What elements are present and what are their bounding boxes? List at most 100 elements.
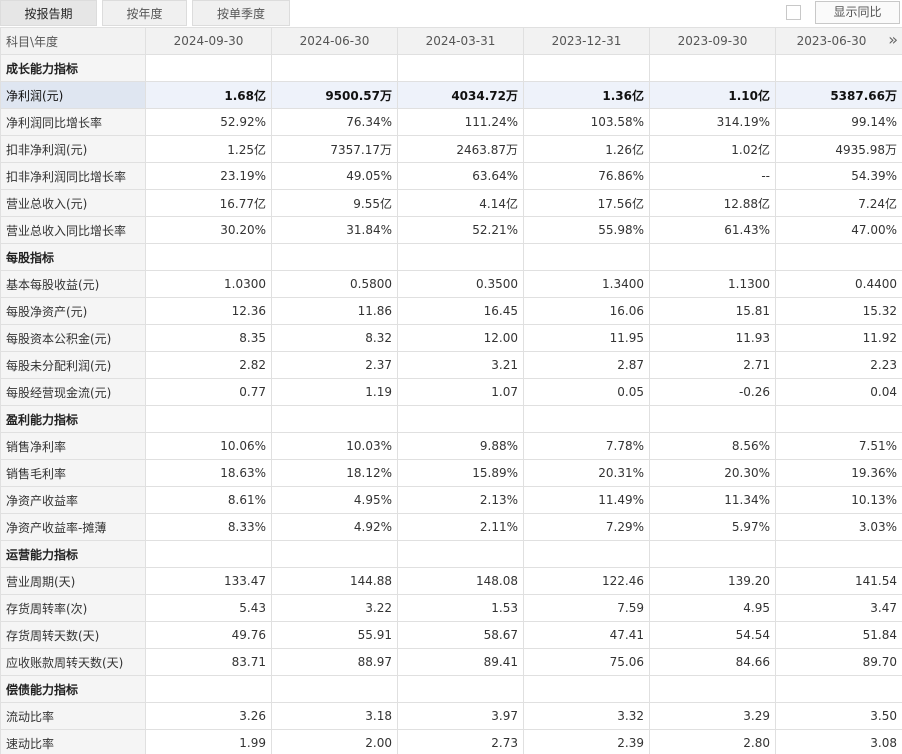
value-cell: 84.66 <box>649 648 776 676</box>
value-cell <box>271 243 398 271</box>
value-cell: 7.51% <box>775 432 902 460</box>
value-cell <box>271 54 398 82</box>
value-cell: 16.45 <box>397 297 524 325</box>
value-cell <box>271 540 398 568</box>
value-cell: 15.32 <box>775 297 902 325</box>
value-cell <box>775 405 902 433</box>
value-cell: 4.95% <box>271 486 398 514</box>
double-chevron-right-icon[interactable]: » <box>888 30 898 49</box>
value-cell: 141.54 <box>775 567 902 595</box>
value-cell: 2.71 <box>649 351 776 379</box>
row-label: 每股经营现金流(元) <box>0 378 146 406</box>
value-cell: 2.80 <box>649 729 776 754</box>
table-row: 扣非净利润同比增长率 23.19% 49.05% 63.64% 76.86% -- 54.3… <box>0 162 902 190</box>
value-cell: 148.08 <box>397 567 524 595</box>
value-cell: 3.50 <box>775 702 902 730</box>
value-cell: 20.31% <box>523 459 650 487</box>
row-label: 扣非净利润(元) <box>0 135 146 163</box>
value-cell <box>649 675 776 703</box>
value-cell: 3.32 <box>523 702 650 730</box>
value-cell <box>397 243 524 271</box>
header-date: 2024-03-31 <box>397 27 524 55</box>
section-row: 每股指标 <box>0 243 902 271</box>
section-label: 每股指标 <box>0 243 146 271</box>
tab-by-year[interactable]: 按年度 <box>102 0 187 26</box>
value-cell: -- <box>649 162 776 190</box>
tab-by-report-period[interactable]: 按报告期 <box>0 0 97 26</box>
row-label: 基本每股收益(元) <box>0 270 146 298</box>
value-cell: 49.05% <box>271 162 398 190</box>
value-cell: 51.84 <box>775 621 902 649</box>
value-cell: 1.3400 <box>523 270 650 298</box>
value-cell: 2.87 <box>523 351 650 379</box>
value-cell <box>649 54 776 82</box>
section-row: 运营能力指标 <box>0 540 902 568</box>
value-cell <box>775 540 902 568</box>
row-label: 销售净利率 <box>0 432 146 460</box>
value-cell: 4.14亿 <box>397 189 524 217</box>
value-cell: 1.19 <box>271 378 398 406</box>
value-cell: 47.41 <box>523 621 650 649</box>
value-cell: 314.19% <box>649 108 776 136</box>
value-cell: 11.49% <box>523 486 650 514</box>
table-row: 营业总收入(元) 16.77亿 9.55亿 4.14亿 17.56亿 12.88亿 7.24… <box>0 189 902 217</box>
value-cell <box>649 540 776 568</box>
section-label: 盈利能力指标 <box>0 405 146 433</box>
section-row: 成长能力指标 <box>0 54 902 82</box>
value-cell: 11.34% <box>649 486 776 514</box>
value-cell <box>523 540 650 568</box>
value-cell: 2.11% <box>397 513 524 541</box>
value-cell: 3.08 <box>775 729 902 754</box>
row-label: 净利润(元) <box>0 81 146 109</box>
value-cell <box>775 675 902 703</box>
table-row: 净资产收益率 8.61% 4.95% 2.13% 11.49% 11.34% 10.13% <box>0 486 902 514</box>
financial-indicators-table: 科目\年度 2024-09-30 2024-06-30 2024-03-31 2… <box>0 27 902 754</box>
section-row: 盈利能力指标 <box>0 405 902 433</box>
value-cell: 2.23 <box>775 351 902 379</box>
value-cell: 11.93 <box>649 324 776 352</box>
value-cell: 111.24% <box>397 108 524 136</box>
value-cell: 54.54 <box>649 621 776 649</box>
table-row: 流动比率 3.26 3.18 3.97 3.32 3.29 3.50 <box>0 702 902 730</box>
header-date: 2023-09-30 <box>649 27 776 55</box>
value-cell: 55.91 <box>271 621 398 649</box>
row-label: 每股净资产(元) <box>0 297 146 325</box>
value-cell: 16.06 <box>523 297 650 325</box>
table-row: 销售净利率 10.06% 10.03% 9.88% 7.78% 8.56% 7.51% <box>0 432 902 460</box>
value-cell: 99.14% <box>775 108 902 136</box>
value-cell <box>775 243 902 271</box>
value-cell: 139.20 <box>649 567 776 595</box>
value-cell <box>145 243 272 271</box>
value-cell: 7.78% <box>523 432 650 460</box>
value-cell: 3.21 <box>397 351 524 379</box>
value-cell: 0.4400 <box>775 270 902 298</box>
yoy-checkbox[interactable] <box>786 5 801 20</box>
table-row: 销售毛利率 18.63% 18.12% 15.89% 20.31% 20.30% 19.36… <box>0 459 902 487</box>
tab-by-quarter[interactable]: 按单季度 <box>192 0 290 26</box>
value-cell: 15.81 <box>649 297 776 325</box>
value-cell: 0.3500 <box>397 270 524 298</box>
table-row: 每股资本公积金(元) 8.35 8.32 12.00 11.95 11.93 11.92 <box>0 324 902 352</box>
value-cell: 89.70 <box>775 648 902 676</box>
show-yoy-button[interactable]: 显示同比 <box>815 1 900 24</box>
value-cell: 23.19% <box>145 162 272 190</box>
value-cell: 63.64% <box>397 162 524 190</box>
value-cell <box>523 54 650 82</box>
table-row: 净利润(元) 1.68亿 9500.57万 4034.72万 1.36亿 1.10亿 538… <box>0 81 902 109</box>
value-cell: 5.97% <box>649 513 776 541</box>
value-cell: 1.10亿 <box>649 81 776 109</box>
value-cell: 4.95 <box>649 594 776 622</box>
value-cell: 10.13% <box>775 486 902 514</box>
value-cell: 89.41 <box>397 648 524 676</box>
value-cell: 61.43% <box>649 216 776 244</box>
value-cell: 17.56亿 <box>523 189 650 217</box>
value-cell <box>271 675 398 703</box>
section-label: 运营能力指标 <box>0 540 146 568</box>
value-cell: 1.36亿 <box>523 81 650 109</box>
table-row: 基本每股收益(元) 1.0300 0.5800 0.3500 1.3400 1.1300 0… <box>0 270 902 298</box>
value-cell: 3.29 <box>649 702 776 730</box>
row-label: 存货周转率(次) <box>0 594 146 622</box>
row-label: 应收账款周转天数(天) <box>0 648 146 676</box>
value-cell: 2.73 <box>397 729 524 754</box>
value-cell: 4935.98万 <box>775 135 902 163</box>
